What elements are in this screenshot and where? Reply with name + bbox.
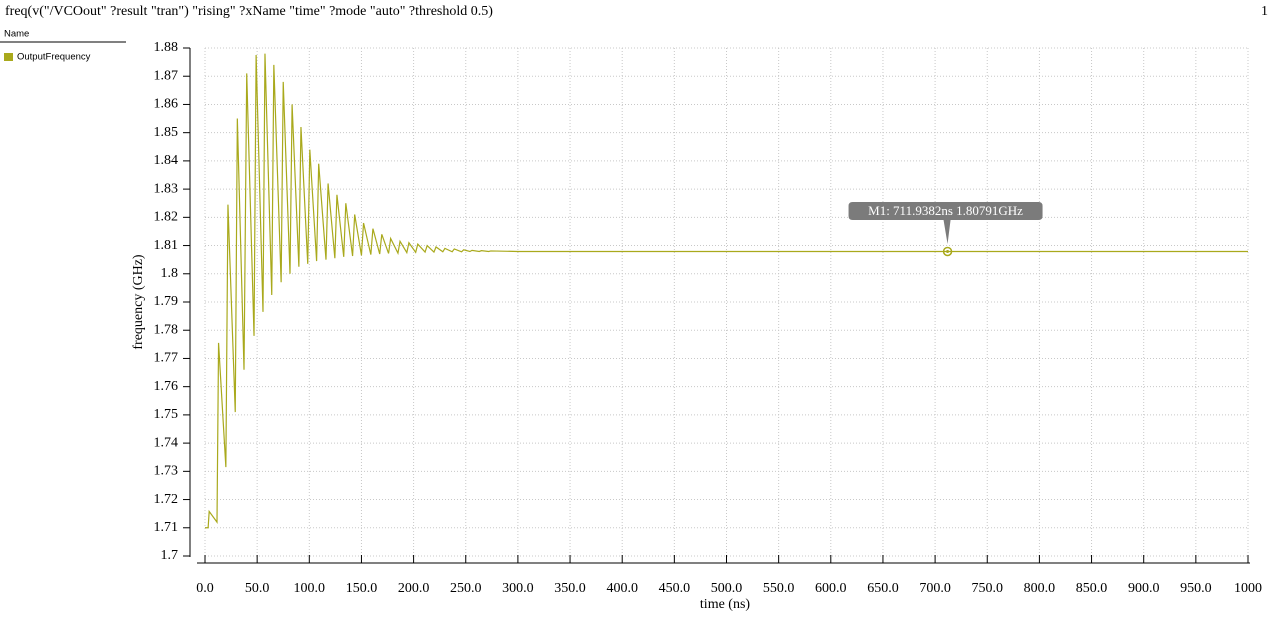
y-tick-label: 1.8 bbox=[161, 266, 179, 281]
x-tick-label: 250.0 bbox=[450, 581, 482, 596]
x-tick-label: 500.0 bbox=[711, 581, 743, 596]
y-axis-label: frequency (GHz) bbox=[131, 254, 146, 350]
x-axis-label: time (ns) bbox=[700, 597, 750, 612]
y-tick-label: 1.78 bbox=[154, 322, 179, 337]
x-tick-label: 800.0 bbox=[1024, 581, 1056, 596]
marker-ring bbox=[942, 246, 953, 257]
x-tick-label: 50.0 bbox=[245, 581, 270, 596]
x-tick-label: 100.0 bbox=[294, 581, 326, 596]
x-tick-label: 450.0 bbox=[659, 581, 691, 596]
x-tick-label: 350.0 bbox=[554, 581, 586, 596]
x-tick-label: 900.0 bbox=[1128, 581, 1160, 596]
y-tick-label: 1.87 bbox=[154, 68, 179, 83]
y-tick-label: 1.7 bbox=[161, 548, 179, 563]
marker-dot bbox=[946, 249, 950, 253]
y-tick-label: 1.86 bbox=[154, 97, 179, 112]
y-tick-label: 1.73 bbox=[154, 464, 179, 479]
marker-label: M1: 711.9382ns 1.80791GHz bbox=[868, 203, 1023, 218]
marker-callout bbox=[848, 202, 1043, 244]
x-tick-label: 950.0 bbox=[1180, 581, 1212, 596]
x-tick-label: 850.0 bbox=[1076, 581, 1108, 596]
y-tick-label: 1.81 bbox=[154, 238, 179, 253]
chart-title: freq(v("/VCOout" ?result "tran") "rising… bbox=[5, 4, 493, 19]
x-tick-label: 400.0 bbox=[606, 581, 638, 596]
x-tick-label: 200.0 bbox=[398, 581, 430, 596]
x-tick-label: 750.0 bbox=[972, 581, 1004, 596]
page-number: 1 bbox=[1261, 4, 1268, 19]
legend-label: OutputFrequency bbox=[17, 52, 91, 63]
x-tick-label: 650.0 bbox=[867, 581, 899, 596]
x-tick-label: 600.0 bbox=[815, 581, 847, 596]
y-tick-label: 1.84 bbox=[154, 153, 179, 168]
x-tick-label: 300.0 bbox=[502, 581, 534, 596]
y-tick-label: 1.71 bbox=[154, 520, 179, 535]
y-tick-label: 1.88 bbox=[154, 40, 179, 55]
y-tick-label: 1.83 bbox=[154, 181, 179, 196]
y-tick-label: 1.85 bbox=[154, 125, 179, 140]
y-tick-label: 1.72 bbox=[154, 492, 179, 507]
x-tick-label: 150.0 bbox=[346, 581, 378, 596]
y-tick-label: 1.82 bbox=[154, 210, 179, 225]
y-tick-label: 1.76 bbox=[154, 379, 179, 394]
x-tick-label: 0.0 bbox=[196, 581, 214, 596]
y-tick-label: 1.77 bbox=[154, 351, 179, 366]
x-tick-label: 1000 bbox=[1234, 581, 1262, 596]
series-line bbox=[205, 53, 1248, 529]
x-tick-label: 700.0 bbox=[919, 581, 951, 596]
y-tick-label: 1.74 bbox=[154, 435, 179, 450]
y-tick-label: 1.79 bbox=[154, 294, 179, 309]
x-tick-label: 550.0 bbox=[763, 581, 795, 596]
legend-header: Name bbox=[4, 29, 29, 40]
legend-swatch bbox=[4, 53, 13, 61]
y-tick-label: 1.75 bbox=[154, 407, 179, 422]
